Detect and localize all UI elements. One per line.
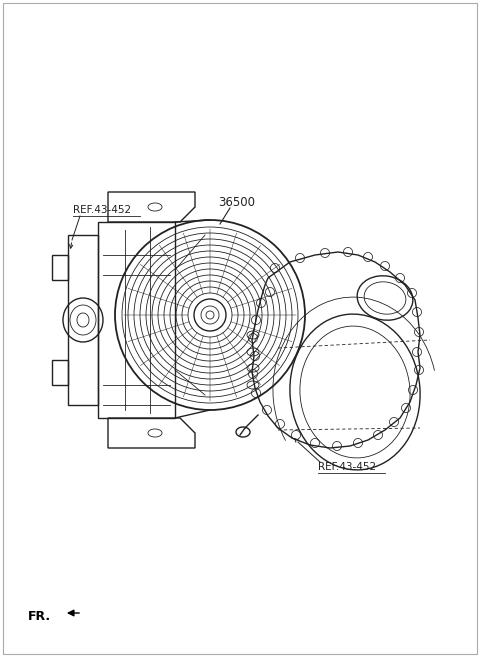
Text: 36500: 36500 — [218, 196, 255, 209]
Text: REF.43-452: REF.43-452 — [73, 205, 131, 215]
Text: FR.: FR. — [28, 610, 51, 623]
Text: REF.43-452: REF.43-452 — [318, 462, 376, 472]
